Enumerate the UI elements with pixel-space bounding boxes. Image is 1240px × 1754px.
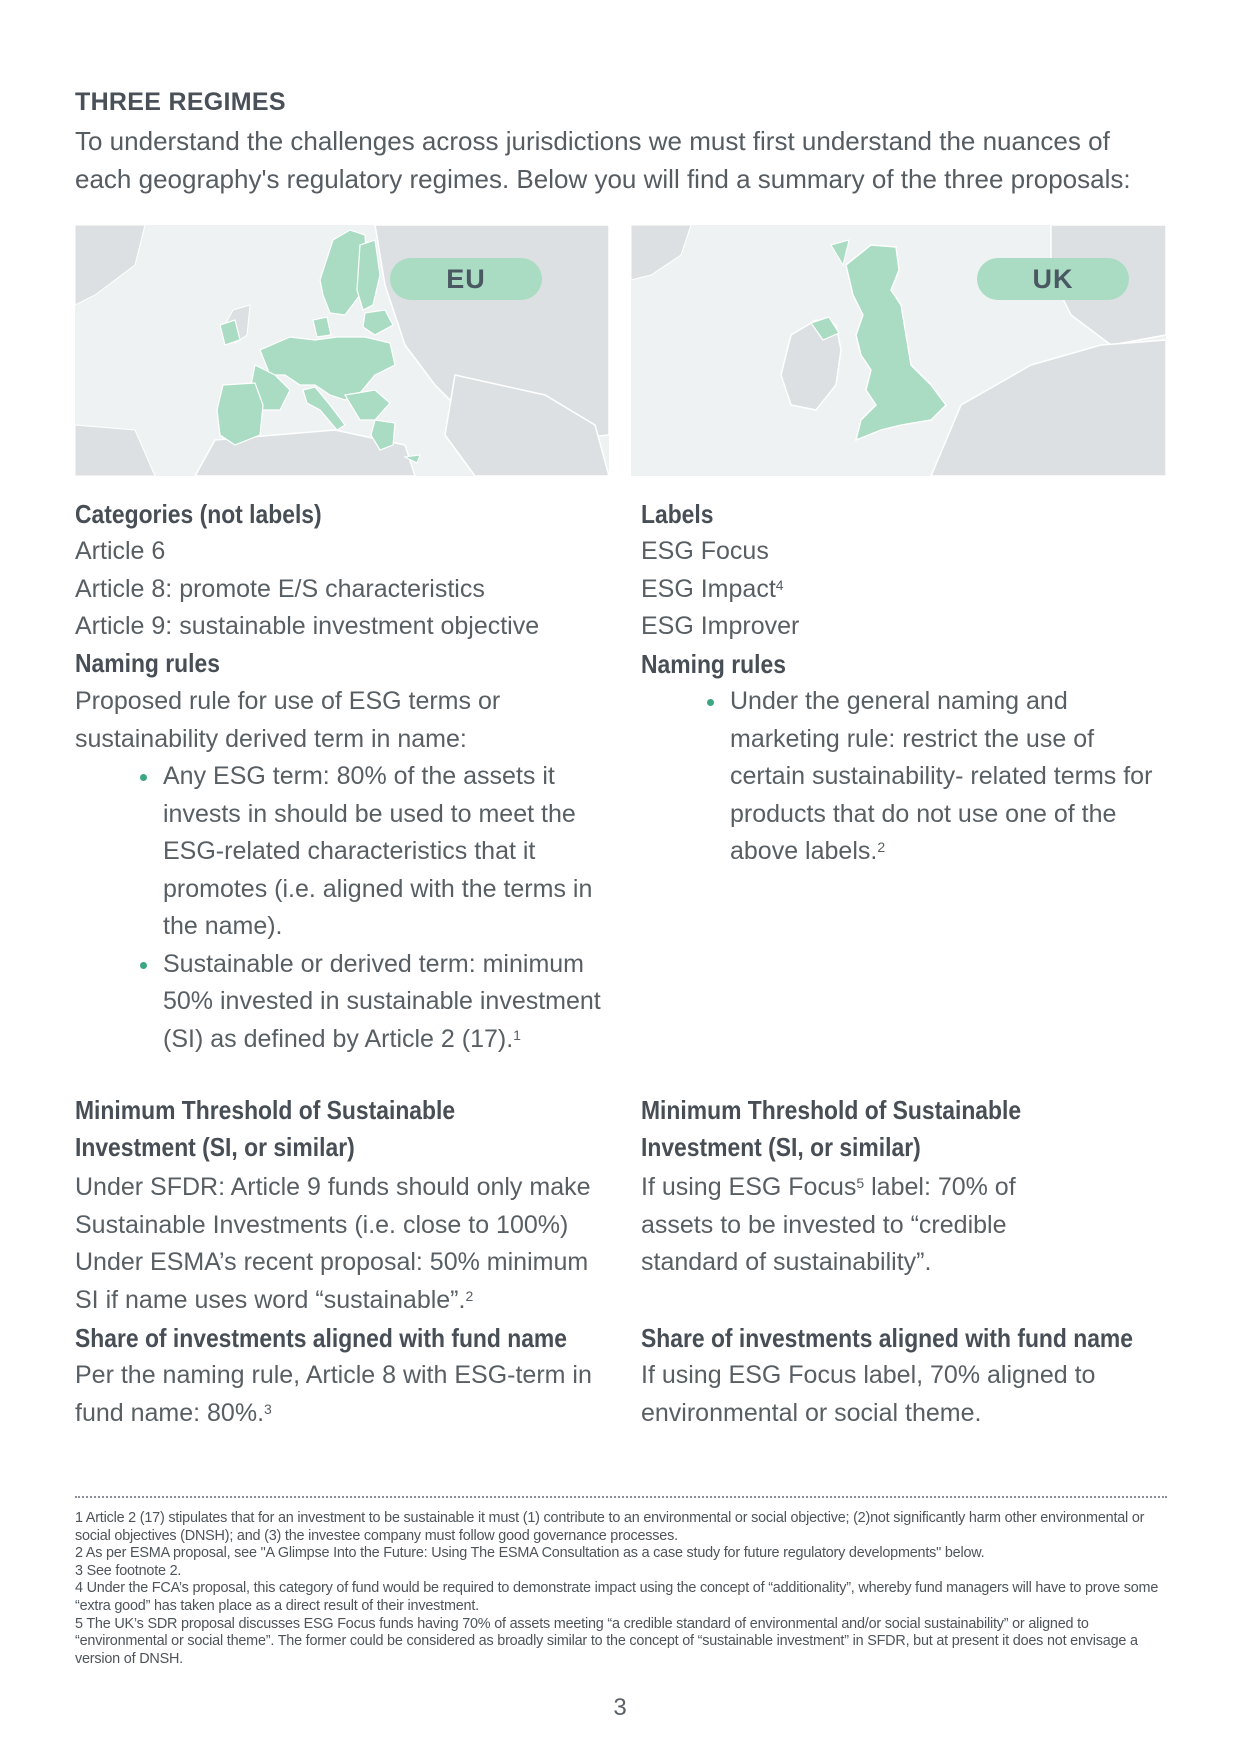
- footnote-ref: 3: [264, 1400, 272, 1417]
- footnote-ref: 5: [856, 1175, 865, 1191]
- uk-labels-heading: Labels: [641, 499, 714, 529]
- eu-category-item: Article 9: sustainable investment object…: [75, 612, 540, 640]
- eu-naming-heading: Naming rules: [75, 648, 220, 678]
- footnote-ref: 4: [775, 576, 784, 593]
- list-item: Any ESG term: 80% of the assets it inves…: [140, 758, 603, 946]
- footnotes: 1 Article 2 (17) stipulates that for an …: [75, 1510, 1167, 1668]
- eu-share-text: Per the naming rule, Article 8 with ESG-…: [75, 1361, 592, 1427]
- eu-category-item: Article 6: [75, 537, 166, 565]
- uk-map-label: UK: [977, 258, 1129, 300]
- eu-map-label: EU: [390, 258, 542, 300]
- page-number: 3: [613, 1694, 627, 1721]
- list-item: Under the general naming and marketing r…: [707, 683, 1170, 871]
- uk-threshold-text: If using ESG Focus5 label: 70% of assets…: [641, 1173, 1016, 1276]
- eu-categories-heading: Categories (not labels): [75, 499, 322, 529]
- footnote-ref: 1: [513, 1026, 521, 1043]
- uk-map: UK: [631, 225, 1166, 476]
- eu-naming-intro: Proposed rule for use of ESG terms or su…: [75, 687, 501, 753]
- footnote-ref: 2: [877, 839, 886, 855]
- list-item: Sustainable or derived term: minimum 50%…: [140, 946, 603, 1059]
- footnote: 3 See footnote 2.: [75, 1562, 182, 1579]
- uk-naming-bullets: Under the general naming and marketing r…: [707, 683, 1170, 871]
- footnote: 2 As per ESMA proposal, see "A Glimpse I…: [75, 1545, 985, 1562]
- footnote: 5 The UK’s SDR proposal discusses ESG Fo…: [75, 1615, 1138, 1667]
- eu-threshold-text: Under SFDR: Article 9 funds should only …: [75, 1173, 591, 1314]
- uk-share-text: If using ESG Focus label, 70% aligned to…: [641, 1361, 1096, 1427]
- uk-label-item: ESG Improver: [641, 612, 800, 640]
- uk-labels-list: ESG Focus ESG Impact4 ESG Improver: [641, 533, 1161, 646]
- eu-naming-bullets: Any ESG term: 80% of the assets it inves…: [140, 758, 603, 1059]
- uk-map-graphic: [631, 225, 1166, 476]
- eu-share-heading: Share of investments aligned with fund n…: [75, 1323, 568, 1353]
- uk-naming-heading: Naming rules: [641, 649, 786, 679]
- uk-threshold-heading: Minimum Threshold of Sustainable Investm…: [641, 1095, 1022, 1162]
- eu-map: EU: [75, 225, 609, 476]
- footnote-ref: 2: [465, 1287, 474, 1304]
- footnote: 1 Article 2 (17) stipulates that for an …: [75, 1510, 1145, 1544]
- eu-category-item: Article 8: promote E/S characteristics: [75, 574, 485, 603]
- eu-threshold-heading: Minimum Threshold of Sustainable Investm…: [75, 1095, 456, 1162]
- intro-paragraph: To understand the challenges across juri…: [75, 126, 1131, 194]
- uk-label-item: ESG Impact4: [641, 574, 784, 603]
- footnote-divider: [75, 1496, 1167, 1498]
- footnote: 4 Under the FCA’s proposal, this categor…: [75, 1580, 1159, 1614]
- section-title: THREE REGIMES: [75, 88, 286, 116]
- eu-categories-list: Article 6 Article 8: promote E/S charact…: [75, 533, 595, 646]
- uk-label-item: ESG Focus: [641, 537, 769, 565]
- uk-share-heading: Share of investments aligned with fund n…: [641, 1323, 1134, 1353]
